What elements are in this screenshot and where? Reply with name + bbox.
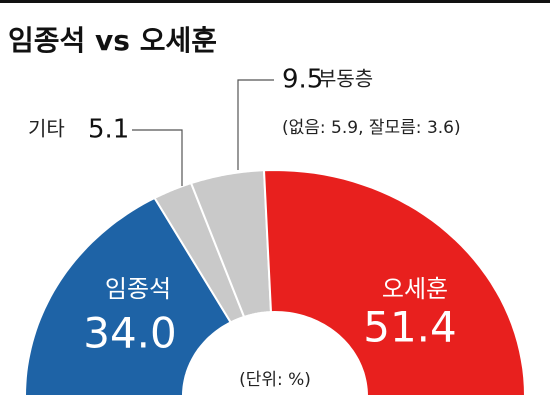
chart-title: 임종석 vs 오세훈: [8, 24, 217, 57]
value-label: 5.1: [88, 115, 129, 145]
leader-line: [237, 79, 274, 170]
value-label: 34.0: [83, 309, 177, 358]
top-rule: [0, 0, 550, 3]
leader-line: [132, 129, 183, 186]
slice: [262, 168, 527, 397]
annotation: (없음: 5.9, 잘모름: 3.6): [282, 118, 461, 138]
value-label: 51.4: [363, 303, 457, 352]
category-label: 임종석: [105, 275, 171, 303]
unit-note: (단위: %): [239, 370, 311, 390]
category-label: 부동층: [318, 67, 373, 91]
value-label: 9.5: [282, 65, 323, 95]
category-label: 기타: [28, 117, 65, 141]
category-label: 오세훈: [382, 275, 448, 303]
